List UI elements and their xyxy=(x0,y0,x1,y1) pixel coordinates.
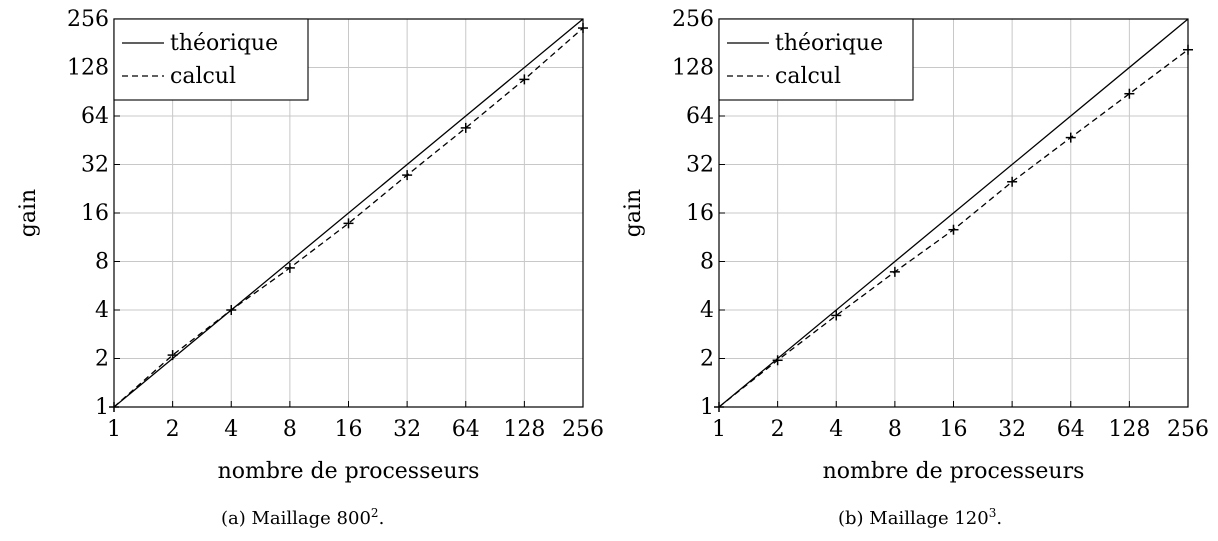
caption-b: (b) Maillage 1203. xyxy=(838,506,1002,529)
caption-a: (a) Maillage 8002. xyxy=(221,506,384,529)
x-tick-label: 256 xyxy=(1167,417,1209,442)
data-point xyxy=(284,262,295,273)
legend-label-calcul: calcul xyxy=(170,64,236,89)
data-point xyxy=(889,266,900,277)
y-tick-label: 128 xyxy=(672,56,714,81)
caption-a-sup: 2 xyxy=(370,506,379,520)
x-axis-label: nombre de processeurs xyxy=(823,459,1085,484)
y-axis-label: gain xyxy=(16,189,41,237)
x-tick-label: 64 xyxy=(452,417,480,442)
legend: théorique calcul xyxy=(113,18,309,101)
x-tick-label: 128 xyxy=(503,417,545,442)
x-tick-label: 1 xyxy=(712,417,726,442)
data-point xyxy=(948,224,959,235)
data-point xyxy=(1124,88,1135,99)
x-tick-label: 2 xyxy=(166,417,180,442)
legend-label-theorique: théorique xyxy=(170,31,278,56)
x-tick-label: 64 xyxy=(1057,417,1085,442)
legend-box xyxy=(113,18,309,101)
caption-a-prefix: (a) Maillage 800 xyxy=(221,508,371,529)
y-axis-label: gain xyxy=(621,189,646,237)
y-tick-label: 4 xyxy=(95,298,109,323)
x-tick-label: 16 xyxy=(940,417,968,442)
x-tick-label: 128 xyxy=(1108,417,1150,442)
y-tick-label: 256 xyxy=(672,7,714,32)
y-tick-label: 8 xyxy=(700,250,714,275)
data-point xyxy=(1065,132,1076,143)
data-point xyxy=(519,74,530,85)
series-line-calcul xyxy=(113,27,584,408)
x-tick-label: 32 xyxy=(393,417,421,442)
data-point xyxy=(1007,176,1018,187)
data-point xyxy=(226,305,237,315)
data-point xyxy=(578,23,588,34)
x-tick-label: 2 xyxy=(771,417,785,442)
x-tick-label: 8 xyxy=(888,417,902,442)
y-tick-label: 64 xyxy=(81,104,109,129)
x-tick-label: 32 xyxy=(998,417,1026,442)
data-point xyxy=(109,402,119,412)
data-point xyxy=(402,170,413,181)
data-point xyxy=(460,122,471,133)
y-tick-label: 32 xyxy=(686,153,714,178)
x-tick-label: 16 xyxy=(335,417,363,442)
x-tick-label: 256 xyxy=(562,417,604,442)
plot-area-frame xyxy=(718,18,1189,408)
series-line-theorique xyxy=(113,18,584,408)
y-tick-label: 2 xyxy=(700,347,714,372)
x-tick-label: 4 xyxy=(829,417,843,442)
series-line-theorique xyxy=(718,18,1189,408)
caption-b-sup: 3 xyxy=(988,506,997,520)
x-axis-label: nombre de processeurs xyxy=(218,459,480,484)
y-tick-label: 32 xyxy=(81,153,109,178)
data-point xyxy=(343,218,354,229)
y-tick-label: 64 xyxy=(686,104,714,129)
y-tick-label: 256 xyxy=(67,7,109,32)
x-tick-label: 8 xyxy=(283,417,297,442)
legend-label-theorique: théorique xyxy=(775,31,883,56)
legend: théorique calcul xyxy=(718,18,914,101)
caption-a-suffix: . xyxy=(378,508,385,529)
legend-label-calcul: calcul xyxy=(775,64,841,89)
y-tick-label: 1 xyxy=(95,395,109,420)
plot-area-frame xyxy=(113,18,584,408)
chart-panel-a: 1 2 4 8 16 32 64 128 2561248163264128256théoriqu… xyxy=(16,7,604,484)
y-tick-label: 8 xyxy=(95,250,109,275)
data-point xyxy=(772,355,783,366)
data-point xyxy=(831,310,842,321)
y-tick-label: 4 xyxy=(700,298,714,323)
y-tick-label: 2 xyxy=(95,347,109,372)
chart-panel-b: 1 2 4 8 16 32 64 128 2561248163264128256théoriqu… xyxy=(621,7,1209,484)
x-tick-label: 1 xyxy=(107,417,121,442)
y-tick-label: 128 xyxy=(67,56,109,81)
data-point xyxy=(1183,44,1193,55)
data-point xyxy=(714,402,724,412)
legend-box xyxy=(718,18,914,101)
x-tick-label: 4 xyxy=(224,417,238,442)
caption-b-suffix: . xyxy=(996,508,1003,529)
data-point xyxy=(167,350,178,361)
y-tick-label: 1 xyxy=(700,395,714,420)
y-tick-label: 16 xyxy=(81,201,109,226)
y-tick-label: 16 xyxy=(686,201,714,226)
caption-b-prefix: (b) Maillage 120 xyxy=(838,508,989,529)
